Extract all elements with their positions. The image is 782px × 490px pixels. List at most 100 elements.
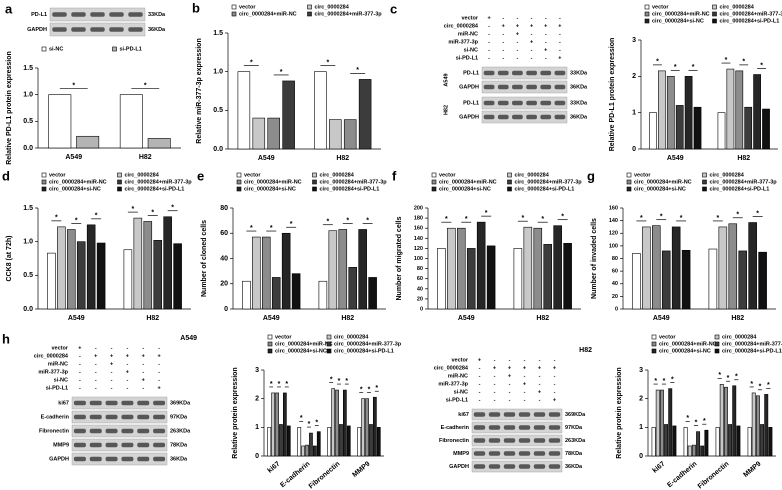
bar [693, 106, 702, 150]
blot-band [512, 114, 523, 120]
bar [237, 71, 251, 150]
treatment-sign: - [539, 381, 541, 387]
blot-band [497, 70, 509, 76]
legend-swatch [41, 179, 47, 185]
treatment-sign: - [531, 55, 533, 61]
significance-label: * [300, 415, 303, 422]
bar [365, 398, 369, 457]
treatment-label: si-NC [454, 389, 468, 395]
legend-swatch [236, 179, 242, 185]
treatment-sign: + [544, 23, 547, 29]
treatment-sign: - [494, 373, 496, 379]
treatment-sign: - [531, 47, 533, 53]
y-tick-label: 0.0 [213, 146, 223, 153]
legend-swatch [714, 334, 720, 340]
significance-label: * [465, 216, 468, 223]
blot-band [73, 456, 86, 462]
bar [309, 432, 313, 457]
y-tick-label: 80 [612, 256, 618, 262]
legend-label: vector [244, 172, 261, 178]
significance-label: * [674, 64, 677, 71]
blot-band [518, 451, 531, 456]
blot-band [497, 100, 509, 106]
significance-label: * [750, 381, 753, 388]
legend-label: circ_0000284 [320, 172, 355, 178]
y-tick-label: 1 [639, 424, 643, 431]
y-tick-label: 0 [632, 146, 636, 153]
significance-label: * [360, 387, 363, 394]
bar [649, 112, 657, 150]
bar [664, 424, 669, 457]
blot-band [473, 438, 486, 443]
treatment-sign: - [142, 361, 144, 367]
significance-label: * [326, 60, 329, 67]
treatment-sign: - [516, 39, 518, 45]
blot-band [90, 12, 105, 17]
bar [632, 253, 641, 310]
legend-swatch [117, 179, 122, 185]
bar [691, 444, 696, 457]
x-tick-label: A549 [65, 154, 82, 161]
y-axis-label: Relative miR-377-3p expression [196, 38, 203, 143]
y-axis-label: Relative PD-L1 protein expression [609, 38, 616, 152]
x-tick-label: Fibronectin [308, 461, 342, 490]
legend-label: circ_0000284 [315, 4, 350, 10]
legend-label: circ_0000284+miR-377-3p [125, 179, 193, 185]
significance-label: * [151, 209, 154, 216]
blot-row-label: Fibronectin [39, 428, 70, 434]
treatment-sign: - [554, 357, 556, 363]
legend-swatch [644, 4, 650, 10]
x-tick-label: MMP9 [742, 461, 762, 479]
x-tick-label: H82 [146, 315, 159, 322]
bar [76, 135, 100, 149]
treatment-sign: - [158, 361, 160, 367]
bar [651, 225, 661, 310]
treatment-sign: - [488, 55, 490, 61]
treatment-sign: - [479, 365, 481, 371]
bar [286, 425, 291, 457]
treatment-sign: - [524, 373, 526, 379]
x-tick-label: MMP9 [351, 461, 371, 479]
legend-label: circ_0000284+si-NC [652, 18, 704, 24]
blot-strip [481, 66, 568, 80]
blot-band [483, 70, 495, 76]
bar [486, 245, 496, 310]
legend-label: circ_0000284+si-NC [244, 186, 296, 192]
y-axis-label: Relative protein expression [232, 367, 239, 458]
blot-band [89, 456, 102, 462]
legend-label: circ_0000284 [722, 334, 757, 340]
treatment-label: circ_0000284 [444, 23, 479, 29]
legend-label: vector [634, 172, 651, 178]
y-tick-label: 2 [632, 73, 636, 80]
x-tick-label: E-cadherin [666, 461, 698, 490]
legend-label: circ_0000284 [334, 334, 369, 340]
treatment-label: vector [451, 357, 468, 363]
bar [368, 277, 377, 310]
blot-strip [481, 80, 568, 94]
treatment-sign: + [110, 353, 113, 359]
bar [318, 280, 328, 310]
bar [658, 70, 666, 150]
significance-label: * [735, 374, 738, 381]
blot-strip [481, 96, 568, 110]
blot-band [153, 400, 166, 406]
blot-band [497, 114, 509, 120]
treatment-sign: + [558, 23, 561, 29]
blot-strip [71, 438, 168, 452]
blot-band [89, 442, 102, 448]
bar [719, 384, 724, 457]
treatment-sign: + [502, 23, 505, 29]
legend-swatch [267, 341, 273, 347]
bar [696, 431, 701, 457]
treatment-sign: - [126, 345, 128, 351]
treatment-sign: + [544, 47, 547, 53]
blot-size-label: 36KDa [148, 27, 166, 33]
blot-band [526, 114, 537, 120]
blot-band [473, 451, 486, 456]
bar [267, 427, 272, 457]
bar [726, 68, 735, 150]
blot-band [153, 442, 166, 448]
treatment-label: miR-377-3p [38, 369, 68, 375]
y-tick-label: 0 [615, 306, 618, 312]
blot-band [105, 414, 118, 420]
